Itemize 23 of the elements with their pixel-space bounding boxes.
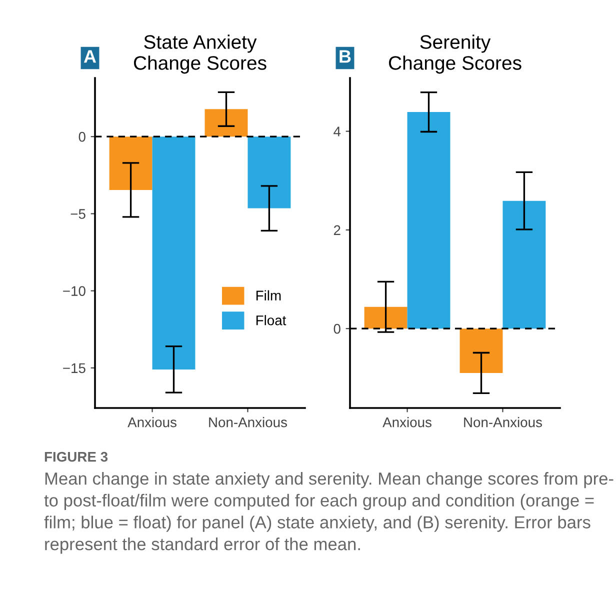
y-tick-label: −10 <box>63 286 86 296</box>
bar <box>502 200 546 329</box>
x-tick-label: Non-Anxious <box>209 417 287 428</box>
y-tick-label: 4 <box>334 126 341 136</box>
bar <box>460 328 503 373</box>
caption: FIGURE 3 <box>44 452 108 462</box>
bar <box>364 306 408 329</box>
text: B <box>340 50 351 63</box>
x-tick-label: Anxious <box>382 417 432 428</box>
y-tick-label: 0 <box>78 132 86 142</box>
x-tick-label: Anxious <box>128 417 176 428</box>
y-tick-label: −15 <box>63 363 86 374</box>
legend-label: Float <box>256 315 286 326</box>
chart-title: Serenity Change Scores <box>388 34 522 74</box>
y-tick-label: 2 <box>334 225 340 235</box>
text: A <box>84 50 96 63</box>
legend-label: Film <box>256 290 281 300</box>
chart-title: State Anxiety Change Scores <box>134 34 266 74</box>
x-tick-label: Non-Anxious <box>464 417 542 428</box>
y-tick-label: 0 <box>334 324 340 334</box>
text: Mean change in state anxiety and serenity. Mean change scores from pre- to post-float/film were computed for each group and condition (orange = film; blue = float) for panel (A) state anxiety, and (B) serenity. Error bars represent the standard error of the mean. <box>44 472 614 554</box>
bar <box>407 112 450 329</box>
y-tick-label: −5 <box>70 209 86 219</box>
